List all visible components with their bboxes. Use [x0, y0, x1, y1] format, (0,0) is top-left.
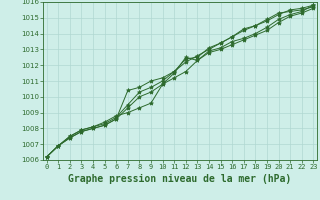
X-axis label: Graphe pression niveau de la mer (hPa): Graphe pression niveau de la mer (hPa)	[68, 174, 292, 184]
